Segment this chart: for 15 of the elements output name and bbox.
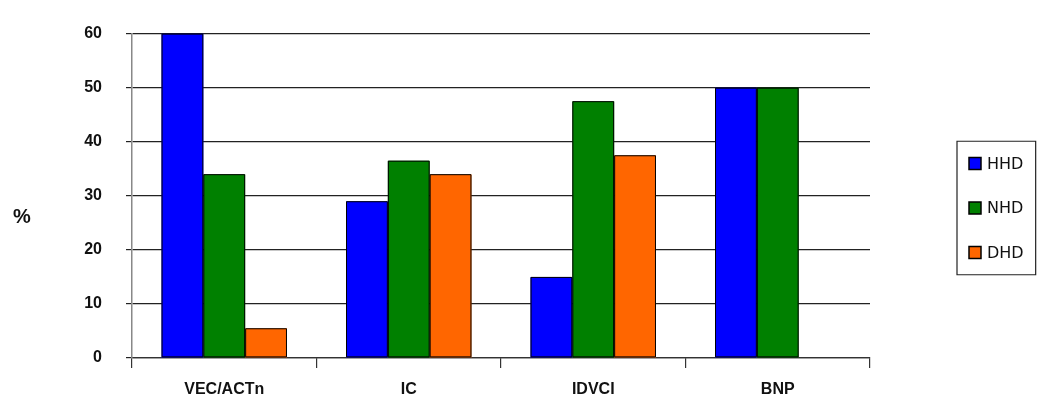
- legend-label: DHD: [987, 242, 1024, 262]
- y-tick-label: 40: [84, 132, 103, 150]
- legend-label: NHD: [987, 198, 1024, 218]
- y-tick-label: 30: [84, 186, 103, 204]
- x-tick-label: VEC/ACTn: [184, 380, 265, 398]
- x-tick-label: IC: [400, 380, 418, 398]
- x-tick-label: BNP: [760, 380, 795, 398]
- y-axis-title: %: [13, 205, 32, 228]
- legend-label: HHD: [987, 153, 1024, 173]
- y-tick-label: 10: [84, 294, 103, 312]
- x-tick-label: IDVCI: [571, 380, 615, 398]
- y-tick-label: 60: [84, 24, 103, 42]
- y-tick-label: 0: [93, 348, 103, 366]
- y-tick-label: 20: [84, 240, 103, 258]
- y-tick-label: 50: [84, 78, 103, 96]
